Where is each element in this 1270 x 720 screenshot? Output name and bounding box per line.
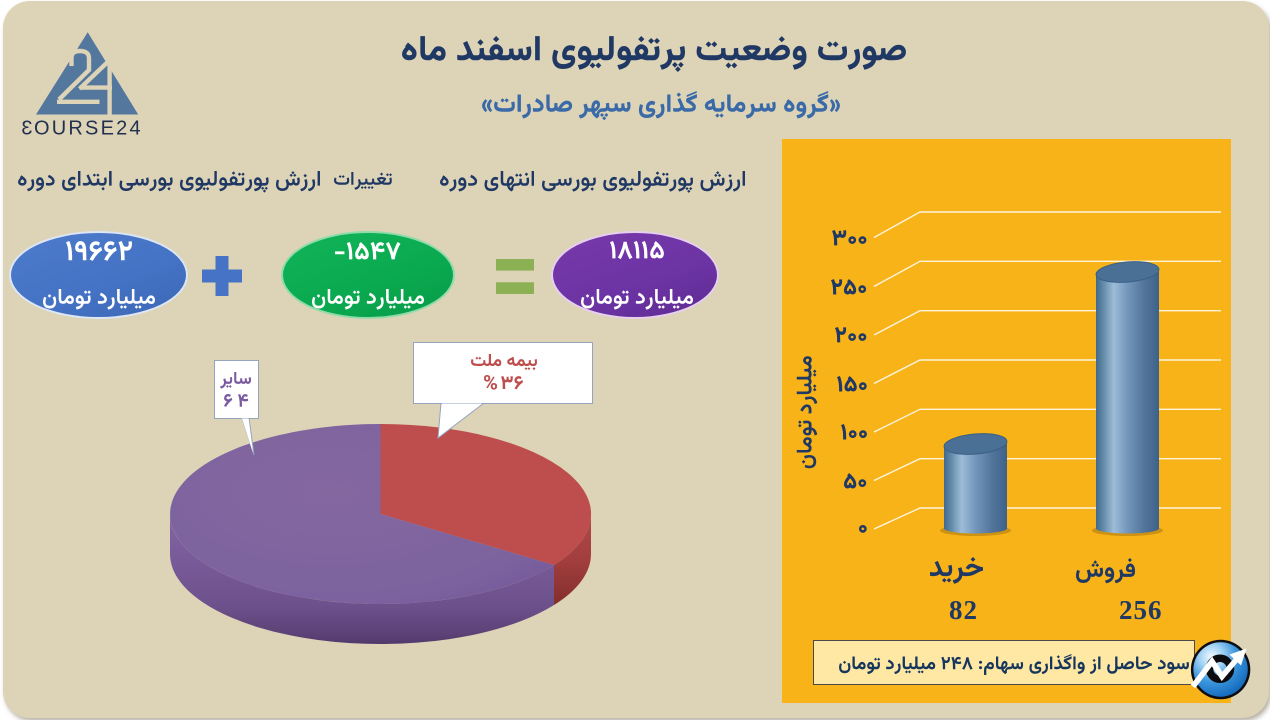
svg-text:3: 3: [19, 118, 32, 140]
svg-text:OURSE24: OURSE24: [34, 118, 143, 140]
